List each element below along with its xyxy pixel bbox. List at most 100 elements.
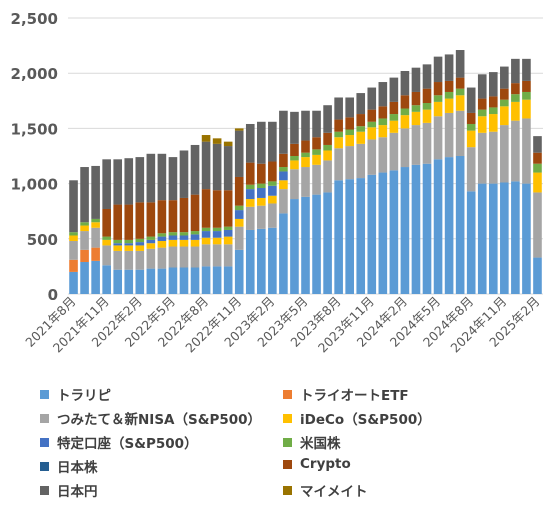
bar-segment xyxy=(500,106,509,126)
bar-segment xyxy=(334,97,343,120)
bar-segment xyxy=(223,266,233,294)
bar-segment xyxy=(223,190,233,227)
y-tick-label: 500 xyxy=(27,231,58,249)
bar-segment xyxy=(511,101,520,121)
bar-segment xyxy=(69,232,78,236)
bar-segment xyxy=(113,239,123,244)
bar-segment xyxy=(533,257,542,294)
bar-segment xyxy=(301,110,310,141)
bar-segment xyxy=(168,157,178,201)
bar-segment xyxy=(334,148,343,181)
bar-segment xyxy=(466,147,476,192)
bar-segment xyxy=(488,114,498,132)
bar-segment xyxy=(522,58,531,81)
bar-segment xyxy=(312,137,321,150)
bar-segment xyxy=(124,269,134,294)
bar-segment xyxy=(301,152,310,158)
bar-segment xyxy=(102,239,111,246)
legend-swatch xyxy=(283,389,292,399)
y-tick-label: 1,000 xyxy=(11,176,58,194)
bar-segment xyxy=(500,66,509,89)
bar-segment xyxy=(290,169,299,200)
legend-swatch xyxy=(283,485,292,495)
bar-segment xyxy=(312,164,321,195)
bar-segment xyxy=(455,95,465,111)
bar-segment xyxy=(69,271,78,294)
bar-segment xyxy=(201,135,211,142)
y-tick-label: 2,000 xyxy=(11,65,58,83)
bar-segment xyxy=(323,150,332,161)
bar-segment xyxy=(157,241,167,248)
legend-swatch xyxy=(40,413,49,423)
bar-segment xyxy=(290,156,299,161)
bar-segment xyxy=(511,94,520,102)
bar-segment xyxy=(378,172,388,294)
legend-item: つみたて＆新NISA（S&P500） xyxy=(40,408,261,428)
bar-segment xyxy=(522,99,531,119)
bar-segment xyxy=(323,105,332,133)
bar-segment xyxy=(301,196,310,294)
bar-segment xyxy=(91,260,100,294)
bar-segment xyxy=(522,91,531,100)
bar-segment xyxy=(433,116,443,160)
bar-segment xyxy=(533,163,542,173)
bar-segment xyxy=(356,178,366,294)
bar-segment xyxy=(400,167,410,294)
bar-segment xyxy=(168,267,178,294)
bar-segment xyxy=(223,244,233,267)
bar-segment xyxy=(389,101,399,115)
bar-segment xyxy=(400,70,410,96)
bar-segment xyxy=(135,157,145,203)
bar-segment xyxy=(102,265,111,294)
bar-segment xyxy=(212,266,222,294)
bar-segment xyxy=(522,183,531,294)
bar-segment xyxy=(124,245,134,251)
bar-segment xyxy=(179,246,189,268)
bar-segment xyxy=(212,138,222,144)
legend-item: 日本株 xyxy=(40,456,98,476)
bar-segment xyxy=(91,247,100,261)
bar-segment xyxy=(301,157,310,168)
bar-segment xyxy=(378,82,388,107)
bar-segment xyxy=(488,183,498,294)
bar-segment xyxy=(257,197,266,206)
bar-segment xyxy=(356,114,366,127)
bar-segment xyxy=(113,245,123,251)
bar-segment xyxy=(290,143,299,156)
bar-segment xyxy=(378,137,388,173)
y-tick-label: 1,500 xyxy=(11,120,58,138)
legend-item: 米国株 xyxy=(283,432,341,452)
bar-segment xyxy=(91,165,100,219)
bar-segment xyxy=(378,118,388,126)
bar-segment xyxy=(389,77,399,102)
bar-segment xyxy=(80,222,89,226)
bar-segment xyxy=(201,189,211,228)
bar-segment xyxy=(80,231,89,250)
bar-segment xyxy=(323,192,332,294)
bar-segment xyxy=(334,137,343,149)
legend-label: トラリピ xyxy=(57,388,111,404)
legend-item: トラリピ xyxy=(40,384,111,404)
bar-segment xyxy=(190,239,200,247)
bar-segment xyxy=(444,112,454,158)
bar-segment xyxy=(268,195,277,204)
bar-segment xyxy=(433,101,443,117)
bar-segment xyxy=(389,120,399,133)
bar-segment xyxy=(168,239,178,247)
bar-segment xyxy=(444,80,454,92)
bar-segment xyxy=(500,99,509,107)
bar-segment xyxy=(146,236,156,240)
legend-swatch xyxy=(40,389,49,399)
bar-segment xyxy=(279,153,288,168)
bar-segment xyxy=(257,163,266,184)
bar-segment xyxy=(323,132,332,145)
legend-item: 日本円 xyxy=(40,480,98,500)
bar-segment xyxy=(223,226,233,230)
bar-segment xyxy=(223,236,233,245)
bar-segment xyxy=(257,228,266,294)
bar-segment xyxy=(466,123,476,131)
bar-segment xyxy=(268,203,277,228)
bar-segment xyxy=(433,56,443,83)
bar-segment xyxy=(301,140,310,153)
